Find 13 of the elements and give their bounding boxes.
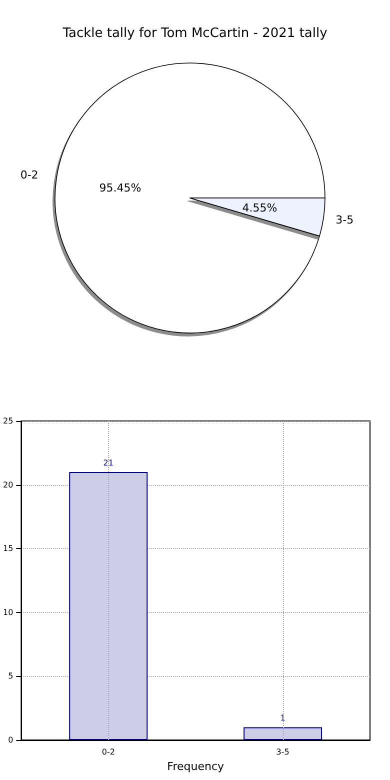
y-tick-label: 25 [2,416,14,426]
data-label: 4.55% [242,202,278,215]
y-tick-label: 15 [2,544,14,554]
data-label: 95.45% [99,181,142,194]
chart-title: Tackle tally for Tom McCartin - 2021 tally [62,26,328,41]
y-tick-label: 10 [2,608,14,617]
slice-label: 0-2 [20,168,38,182]
slice-label: 3-5 [336,214,354,227]
y-tick-label: 5 [8,672,14,681]
x-axis-title: Frequency [167,760,224,773]
y-tick-label: 20 [2,480,14,490]
data-label: 21 [103,458,114,468]
y-tick-label: 0 [8,736,14,744]
